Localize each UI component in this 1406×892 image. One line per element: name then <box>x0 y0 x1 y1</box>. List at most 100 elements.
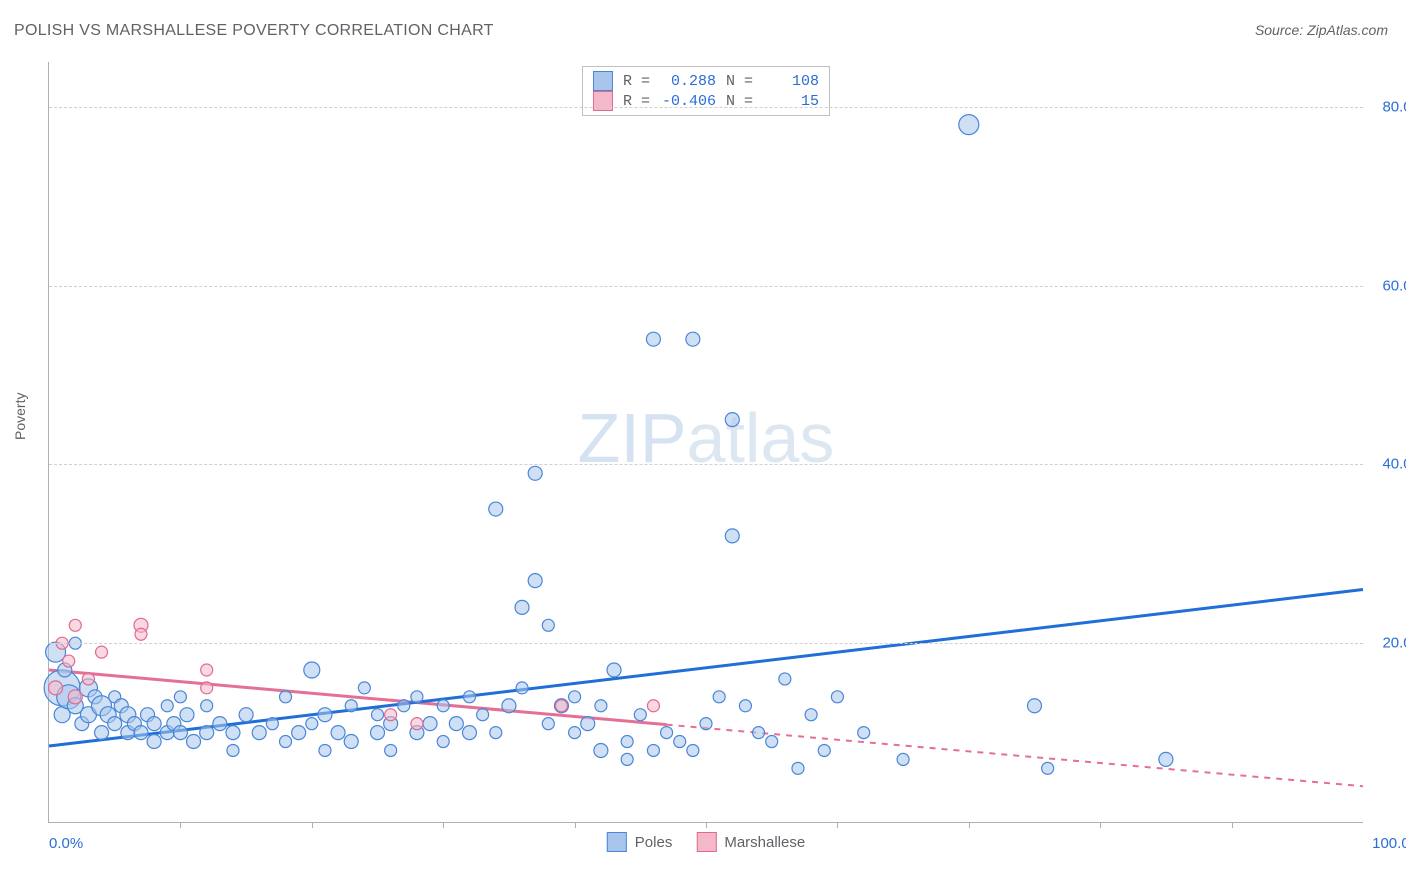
data-point <box>280 691 292 703</box>
data-point <box>528 466 542 480</box>
source-attribution: Source: ZipAtlas.com <box>1255 22 1388 38</box>
data-point <box>621 753 633 765</box>
data-point <box>897 753 909 765</box>
data-point <box>345 700 357 712</box>
data-point <box>779 673 791 685</box>
data-point <box>161 700 173 712</box>
legend-label-marshallese: Marshallese <box>724 834 805 851</box>
data-point <box>489 502 503 516</box>
x-axis-min-label: 0.0% <box>49 835 83 852</box>
x-tick <box>575 822 576 828</box>
data-point <box>1028 699 1042 713</box>
data-point <box>201 700 213 712</box>
data-point <box>49 681 63 695</box>
data-point <box>542 619 554 631</box>
data-point <box>569 691 581 703</box>
data-point <box>569 727 581 739</box>
data-point <box>68 690 82 704</box>
data-point <box>180 708 194 722</box>
data-point <box>646 332 660 346</box>
data-point <box>372 709 384 721</box>
poles-r-value: 0.288 <box>660 73 716 90</box>
data-point <box>661 727 673 739</box>
data-point <box>201 682 213 694</box>
data-point <box>411 718 423 730</box>
y-tick-label: 20.0% <box>1382 635 1406 652</box>
gridline <box>49 107 1363 108</box>
data-point <box>490 727 502 739</box>
corr-row-marshallese: R = -0.406 N = 15 <box>593 91 819 111</box>
y-tick-label: 40.0% <box>1382 456 1406 473</box>
poles-n-value: 108 <box>763 73 819 90</box>
points-layer <box>49 62 1363 822</box>
data-point <box>227 744 239 756</box>
data-point <box>687 744 699 756</box>
data-point <box>449 717 463 731</box>
data-point <box>516 682 528 694</box>
data-point <box>805 709 817 721</box>
legend-item-marshallese: Marshallese <box>696 832 805 852</box>
data-point <box>713 691 725 703</box>
data-point <box>344 735 358 749</box>
legend-label-poles: Poles <box>635 834 673 851</box>
data-point <box>634 709 646 721</box>
data-point <box>1159 752 1173 766</box>
x-tick <box>837 822 838 828</box>
data-point <box>213 717 227 731</box>
data-point <box>108 717 122 731</box>
data-point <box>385 744 397 756</box>
data-point <box>63 655 75 667</box>
data-point <box>174 691 186 703</box>
data-point <box>542 718 554 730</box>
data-point <box>135 628 147 640</box>
data-point <box>766 736 778 748</box>
data-point <box>555 700 567 712</box>
chart-title: POLISH VS MARSHALLESE POVERTY CORRELATIO… <box>14 22 494 40</box>
data-point <box>385 709 397 721</box>
data-point <box>595 700 607 712</box>
x-tick <box>1100 822 1101 828</box>
y-axis-label: Poverty <box>12 393 28 440</box>
data-point <box>686 332 700 346</box>
corr-swatch-poles <box>593 71 613 91</box>
data-point <box>147 717 161 731</box>
bottom-legend: Poles Marshallese <box>607 832 805 852</box>
gridline <box>49 464 1363 465</box>
data-point <box>831 691 843 703</box>
data-point <box>306 718 318 730</box>
data-point <box>528 574 542 588</box>
data-point <box>200 726 214 740</box>
corr-swatch-marshallese <box>593 91 613 111</box>
data-point <box>252 726 266 740</box>
x-tick <box>969 822 970 828</box>
data-point <box>82 673 94 685</box>
data-point <box>607 663 621 677</box>
gridline <box>49 286 1363 287</box>
plot-area: ZIPatlas 0.0% 100.0% Poles Marshallese R… <box>48 62 1363 823</box>
data-point <box>201 664 213 676</box>
data-point <box>371 726 385 740</box>
data-point <box>725 413 739 427</box>
data-point <box>96 646 108 658</box>
data-point <box>95 726 109 740</box>
corr-row-poles: R = 0.288 N = 108 <box>593 71 819 91</box>
data-point <box>725 529 739 543</box>
y-tick-label: 80.0% <box>1382 98 1406 115</box>
data-point <box>477 709 489 721</box>
data-point <box>462 726 476 740</box>
data-point <box>594 743 608 757</box>
data-point <box>187 735 201 749</box>
data-point <box>411 691 423 703</box>
data-point <box>239 708 253 722</box>
x-tick <box>706 822 707 828</box>
data-point <box>739 700 751 712</box>
data-point <box>318 708 332 722</box>
x-axis-max-label: 100.0% <box>1372 835 1406 852</box>
data-point <box>1042 762 1054 774</box>
legend-swatch-marshallese <box>696 832 716 852</box>
data-point <box>515 600 529 614</box>
data-point <box>292 726 306 740</box>
gridline <box>49 643 1363 644</box>
data-point <box>647 700 659 712</box>
data-point <box>753 727 765 739</box>
